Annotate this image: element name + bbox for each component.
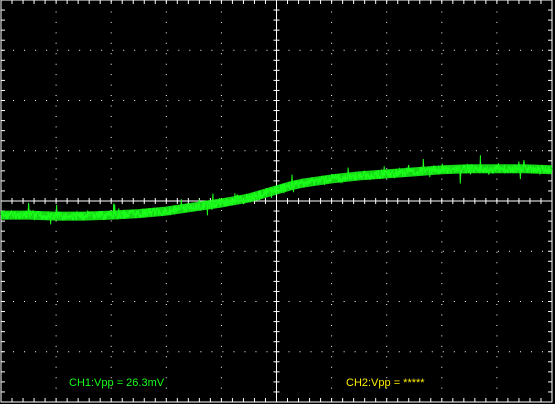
ch2-vpp-readout: CH2:Vpp = ***** [346, 377, 425, 389]
ch1-trace [0, 155, 553, 225]
ch1-vpp-readout: CH1:Vpp = 26.3mV [69, 377, 165, 389]
ch1-trace-band [1, 164, 553, 221]
